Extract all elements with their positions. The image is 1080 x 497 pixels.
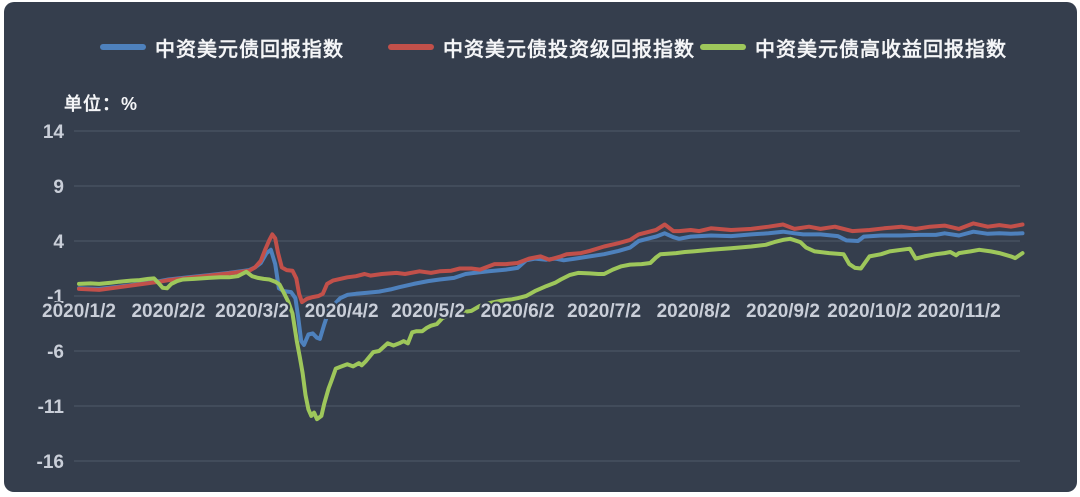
x-tick-label: 2020/4/2 [305,301,379,322]
y-tick-label: -1 [47,287,64,308]
x-tick-label: 2020/5/2 [391,301,465,322]
series-line-investment-grade [77,221,1025,305]
y-tick-label: 9 [53,177,64,198]
x-tick-label: 2020/6/2 [481,301,555,322]
x-tick-label: 2020/3/2 [215,301,289,322]
y-tick-label: 14 [43,122,65,143]
legend-item-high-yield: 中资美元债高收益回报指数 [700,34,1007,61]
series-line-total-return [77,229,1025,347]
series-line-high-yield [77,236,1025,422]
legend-label: 中资美元债回报指数 [155,38,344,61]
x-tick-label: 2020/9/2 [746,301,820,322]
legend-item-investment-grade: 中资美元债投资级回报指数 [388,34,695,61]
x-tick-label: 2020/7/2 [567,301,641,322]
legend-label: 中资美元债投资级回报指数 [443,38,695,61]
y-tick-label: -16 [37,452,64,473]
chart-legend: 中资美元债回报指数 中资美元债投资级回报指数 中资美元债高收益回报指数 [0,0,1080,70]
legend-marker-total-return [100,44,146,50]
chart-panel [4,2,1077,492]
legend-item-total-return: 中资美元债回报指数 [100,34,344,61]
y-tick-label: -11 [38,397,65,418]
x-tick-label: 2020/11/2 [917,301,1000,322]
legend-marker-investment-grade [388,44,434,50]
y-axis-unit-label: 单位：% [64,94,139,114]
y-tick-label: -6 [47,342,64,363]
y-tick-label: 4 [53,232,64,253]
x-tick-label: 2020/2/2 [131,301,205,322]
legend-label: 中资美元债高收益回报指数 [755,38,1007,61]
x-tick-label: 2020/8/2 [657,301,731,322]
x-tick-label: 2020/1/2 [42,301,116,322]
x-tick-label: 2020/10/2 [827,301,912,322]
legend-marker-high-yield [700,44,746,50]
